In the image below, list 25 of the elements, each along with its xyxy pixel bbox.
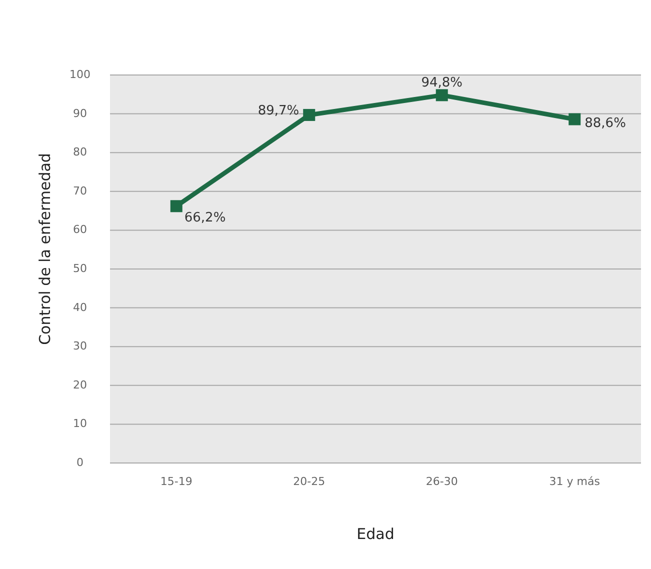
x-tick-label: 26-30 [426,475,458,488]
x-tick-label: 15-19 [160,475,192,488]
y-tick-label: 30 [73,340,87,353]
point [170,200,182,212]
y-tick-label: 100 [70,68,90,82]
y-tick-label: 70 [73,184,87,198]
x-tick-label: 31 y más [549,475,600,488]
x-tick-label: 20-25 [293,475,326,488]
y-tick-label: 40 [73,300,87,314]
data-label: 66,2% [184,210,226,226]
y-tick-label: 50 [73,262,87,276]
y-tick-label: 20 [73,378,87,392]
y-tick-label: 80 [73,146,87,159]
point [568,113,581,126]
point [436,89,448,102]
x-axis-title: Edad [356,525,394,543]
data-label: 89,7% [258,104,300,119]
point [303,108,316,121]
data-label: 94,8% [421,76,463,91]
y-tick-label: 60 [73,223,87,236]
y-tick-label: 0 [76,456,84,470]
y-tick-label: 90 [73,106,87,120]
data-label: 88,6% [584,116,626,131]
y-axis-title: Control de la enfermedad [36,153,54,345]
y-tick-label: 10 [73,417,87,430]
